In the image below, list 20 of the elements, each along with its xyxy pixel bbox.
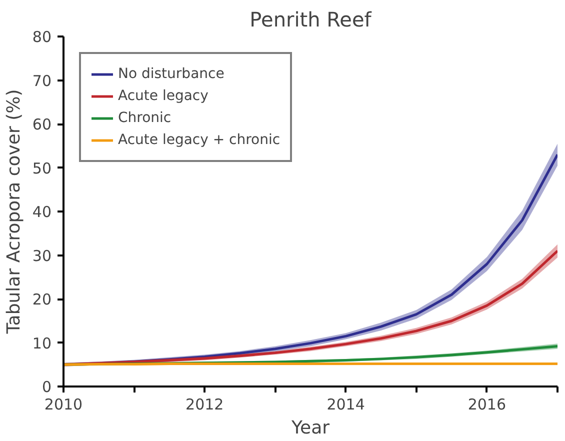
y-tick-label: 20 (32, 290, 52, 308)
x-tick-label: 2014 (326, 396, 365, 414)
legend-label: No disturbance (118, 66, 224, 82)
y-tick-label: 80 (32, 28, 52, 46)
chart-title: Penrith Reef (250, 8, 372, 32)
x-axis-title: Year (290, 418, 330, 438)
y-tick-label: 60 (32, 116, 52, 134)
legend-label: Acute legacy + chronic (118, 132, 280, 148)
legend-label: Chronic (118, 110, 172, 126)
y-tick-label: 70 (32, 72, 52, 90)
legend-label: Acute legacy (118, 88, 208, 104)
y-tick-label: 50 (32, 159, 52, 178)
x-tick-label: 2010 (44, 396, 83, 414)
x-tick-label: 2016 (468, 396, 506, 414)
y-tick-label: 0 (42, 378, 52, 396)
y-tick-label: 40 (32, 203, 52, 221)
x-tick-label: 2012 (186, 396, 224, 414)
y-axis-title: Tabular Acropora cover (%) (3, 89, 24, 335)
y-tick-label: 10 (32, 334, 52, 352)
y-tick-label: 30 (32, 246, 52, 265)
